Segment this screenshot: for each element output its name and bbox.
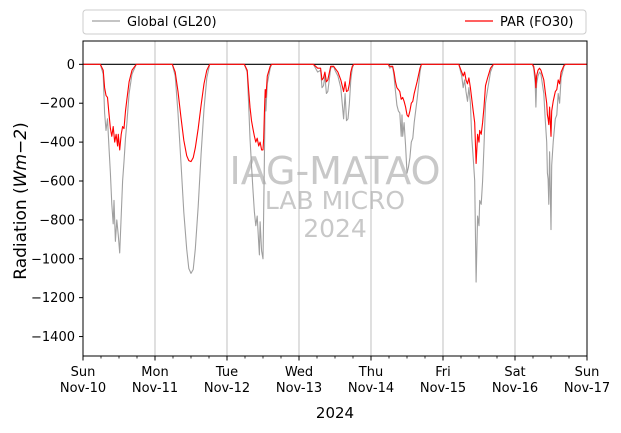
x-tick-day: Wed: [285, 365, 313, 380]
y-tick-label: −600: [39, 175, 75, 190]
x-tick-day: Thu: [358, 365, 383, 380]
legend-frame: [82, 9, 587, 35]
watermark-line-3: 2024: [303, 214, 367, 243]
x-tick-day: Sun: [575, 365, 600, 380]
y-tick-label: −200: [39, 97, 75, 112]
y-tick-label: 0: [67, 58, 75, 73]
series-line-par: [83, 63, 587, 165]
x-tick-date: Nov-11: [132, 381, 178, 396]
legend-label-par: PAR (FO30): [500, 15, 573, 30]
y-axis-label-prefix: Radiation (: [11, 187, 31, 279]
x-tick-date: Nov-14: [348, 381, 394, 396]
x-tick-date: Nov-15: [420, 381, 466, 396]
x-tick-day: Mon: [141, 365, 168, 380]
legend-label-global: Global (GL20): [127, 15, 217, 30]
y-tick-label: −1000: [31, 252, 75, 267]
x-tick-date: Nov-12: [204, 381, 250, 396]
y-tick-label: −1200: [31, 291, 75, 306]
y-axis-label: Radiation (Wm−2): [11, 122, 31, 279]
y-axis: 0 −200 −400 −600 −800 −1000 −1200 −1400: [31, 58, 83, 345]
x-tick-date: Nov-16: [492, 381, 538, 396]
x-tick-date: Nov-17: [564, 381, 610, 396]
y-axis-label-suffix: ): [11, 122, 31, 129]
watermark-line-2: LAB MICRO: [265, 186, 405, 215]
x-axis: SunNov-10MonNov-11TueNov-12WedNov-13ThuN…: [60, 356, 610, 396]
x-tick-date: Nov-13: [276, 381, 322, 396]
x-tick-day: Sat: [504, 365, 525, 380]
x-tick-day: Tue: [215, 365, 238, 380]
y-tick-label: −400: [39, 136, 75, 151]
x-axis-label: 2024: [316, 404, 354, 422]
y-axis-label-unit: Wm−2: [11, 129, 31, 187]
y-tick-label: −800: [39, 213, 75, 228]
grid-lines: [154, 41, 516, 356]
series-group: [83, 63, 587, 283]
x-tick-date: Nov-10: [60, 381, 106, 396]
x-tick-day: Sun: [71, 365, 96, 380]
x-tick-day: Fri: [435, 365, 451, 380]
legend: Global (GL20) PAR (FO30): [82, 9, 587, 35]
y-tick-label: −1400: [31, 330, 75, 345]
